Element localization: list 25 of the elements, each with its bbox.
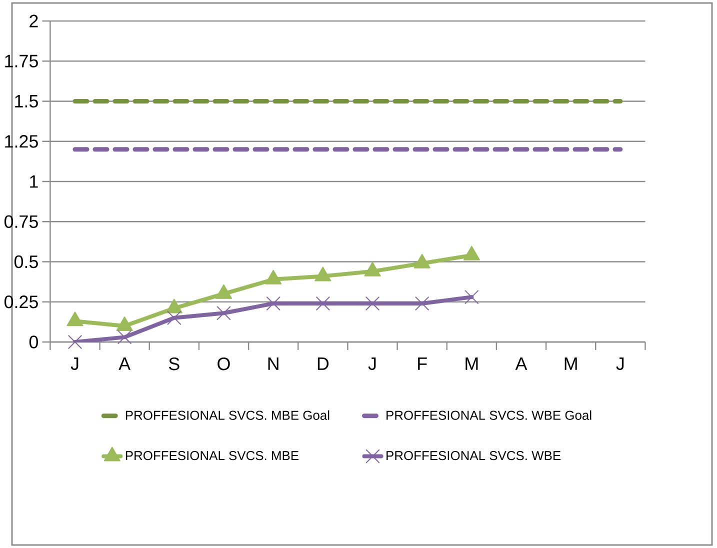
x-tick-label: O — [218, 358, 230, 370]
x-tick-label: D — [318, 358, 329, 370]
x-tick-label: J — [368, 358, 376, 370]
y-tick-label: 2 — [30, 14, 38, 28]
y-tick-label: 1 — [30, 175, 38, 188]
x-tick-label: M — [466, 358, 478, 370]
x-tick-label: A — [118, 358, 131, 370]
x-tick-label: F — [418, 358, 427, 370]
y-tick-label: 1.5 — [15, 94, 38, 108]
y-tick-label: 0.5 — [14, 255, 38, 268]
x-tick-label: A — [515, 358, 528, 370]
y-tick-label: 1.75 — [5, 54, 38, 68]
legend-label: PROFFESIONAL SVCS. WBE — [386, 450, 561, 460]
legend-label: PROFFESIONAL SVCS. MBE Goal — [126, 410, 330, 420]
y-tick-label: 0.25 — [4, 296, 38, 308]
legend-label: PROFFESIONAL SVCS. WBE Goal — [386, 410, 592, 420]
y-tick-label: 0.75 — [4, 215, 38, 228]
x-tick-label: M — [564, 358, 577, 370]
x-tick-label: S — [169, 358, 180, 370]
y-tick-label: 1.25 — [5, 135, 38, 148]
x-tick-label: J — [616, 358, 624, 370]
x-tick-label: J — [70, 358, 78, 370]
y-tick-label: 0 — [29, 336, 38, 348]
legend-label: PROFFESIONAL SVCS. MBE — [126, 450, 298, 460]
x-tick-label: N — [268, 358, 278, 370]
